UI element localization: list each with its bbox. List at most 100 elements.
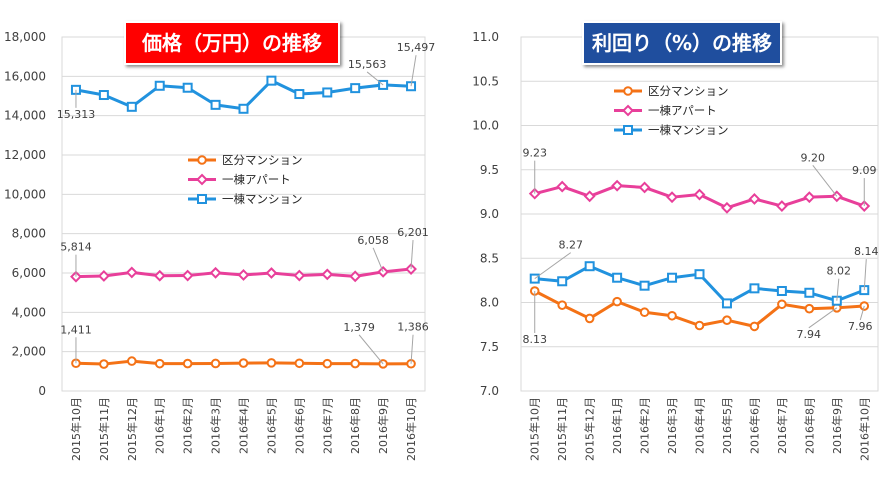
- data-label: 5,814: [60, 241, 92, 254]
- data-point: [127, 356, 137, 366]
- price-chart-yaxis: 0 2,000 4,000 6,000 8,000 10,000 12,000 14,000 1…: [4, 30, 46, 398]
- y-tick-label: 7.0: [480, 384, 499, 398]
- data-label: 15,563: [348, 58, 387, 71]
- data-label: 8.14: [854, 245, 879, 258]
- x-tick-label: 2016年10月: [857, 397, 871, 461]
- data-point: [154, 80, 165, 91]
- y-tick-label: 8,000: [12, 227, 46, 241]
- data-point: [182, 82, 193, 93]
- x-tick-label: 2016年10月: [404, 397, 418, 461]
- y-tick-label: 7.5: [480, 340, 499, 354]
- y-tick-label: 18,000: [4, 30, 46, 44]
- data-point: [556, 180, 569, 193]
- data-label: 6,201: [397, 226, 429, 239]
- data-point: [693, 188, 706, 201]
- leader-line: [812, 164, 838, 197]
- data-point: [667, 272, 678, 283]
- price-chart-title: 価格（万円）の推移: [124, 21, 340, 65]
- data-point: [557, 276, 568, 287]
- legend-label: 区分マンション: [222, 153, 303, 167]
- data-label: 1,386: [397, 321, 429, 334]
- legend-marker: [623, 125, 633, 135]
- x-tick-label: 2016年9月: [830, 397, 844, 454]
- data-point: [667, 310, 677, 321]
- data-point: [612, 296, 622, 307]
- data-label: 15,313: [57, 108, 96, 121]
- y-tick-label: 12,000: [4, 148, 46, 162]
- data-point: [153, 269, 166, 282]
- data-point: [612, 272, 623, 283]
- data-point: [349, 270, 362, 283]
- x-tick-label: 2016年6月: [747, 397, 761, 454]
- leader-line: [410, 55, 417, 87]
- yield-chart-annotations: 9.23 9.20 9.09 8.27 8.028.14 8.13 7.94 7.96: [522, 147, 878, 346]
- x-tick-label: 2015年11月: [555, 397, 569, 461]
- legend-marker: [622, 104, 634, 117]
- y-tick-label: 2,000: [12, 345, 46, 359]
- data-label: 1,411: [60, 323, 92, 336]
- data-point: [804, 303, 815, 314]
- leader-line: [859, 305, 865, 321]
- x-tick-label: 2016年8月: [348, 397, 362, 454]
- data-point: [209, 266, 222, 279]
- x-tick-label: 2016年2月: [638, 397, 652, 454]
- data-label: 8.13: [522, 333, 547, 346]
- yield-chart-xaxis: 2015年10月 2015年11月 2015年12月 2016年1月 2016年2月 20…: [528, 397, 872, 461]
- leader-line: [836, 278, 840, 301]
- data-point: [639, 307, 650, 318]
- x-tick-label: 2016年5月: [264, 397, 278, 454]
- price-chart-series: [70, 75, 417, 369]
- data-label: 9.23: [522, 147, 547, 160]
- data-point: [182, 358, 193, 369]
- legend-marker: [196, 173, 208, 186]
- y-tick-label: 0: [38, 384, 46, 398]
- data-point: [265, 267, 278, 279]
- legend-marker: [197, 194, 207, 204]
- x-tick-label: 2016年8月: [802, 397, 816, 454]
- x-tick-label: 2015年11月: [97, 397, 111, 461]
- legend-label: 一棟アパート: [648, 104, 717, 118]
- data-label: 7.94: [797, 328, 822, 341]
- data-point: [238, 103, 249, 114]
- data-point: [99, 359, 109, 369]
- price-chart-annotations: 15,313 15,563 15,497 5,814 6,058 6,201 1,411 1,…: [57, 41, 435, 365]
- data-point: [557, 300, 567, 310]
- data-point: [97, 270, 110, 282]
- data-label: 6,058: [357, 234, 389, 247]
- yield-chart-series: [528, 179, 871, 332]
- data-point: [350, 358, 360, 369]
- leader-line: [372, 247, 384, 273]
- data-point: [584, 261, 595, 272]
- data-point: [749, 321, 760, 332]
- data-point: [98, 90, 109, 101]
- data-point: [266, 75, 277, 86]
- data-point: [294, 89, 305, 100]
- data-point: [748, 193, 761, 205]
- leader-line: [534, 252, 572, 280]
- data-point: [775, 200, 788, 212]
- leader-line: [358, 334, 384, 365]
- x-tick-label: 2016年5月: [720, 397, 734, 454]
- leader-line: [410, 334, 414, 364]
- data-point: [611, 179, 624, 192]
- data-point: [237, 269, 250, 281]
- legend-marker: [623, 86, 633, 96]
- x-tick-label: 2015年12月: [583, 397, 597, 461]
- data-point: [583, 190, 596, 203]
- y-tick-label: 8.5: [480, 251, 499, 265]
- x-tick-label: 2016年3月: [665, 397, 679, 454]
- y-tick-label: 10.5: [472, 74, 499, 88]
- y-tick-label: 8.0: [480, 296, 499, 310]
- y-tick-label: 9.0: [480, 207, 499, 221]
- data-point: [584, 313, 595, 324]
- y-tick-label: 10,000: [4, 187, 46, 201]
- y-tick-label: 14,000: [4, 109, 46, 123]
- data-label: 9.09: [852, 164, 877, 177]
- y-tick-label: 9.5: [480, 163, 499, 177]
- data-label: 1,379: [343, 321, 375, 334]
- data-point: [321, 268, 334, 281]
- data-point: [694, 320, 705, 331]
- data-point: [322, 358, 333, 369]
- data-point: [694, 269, 705, 280]
